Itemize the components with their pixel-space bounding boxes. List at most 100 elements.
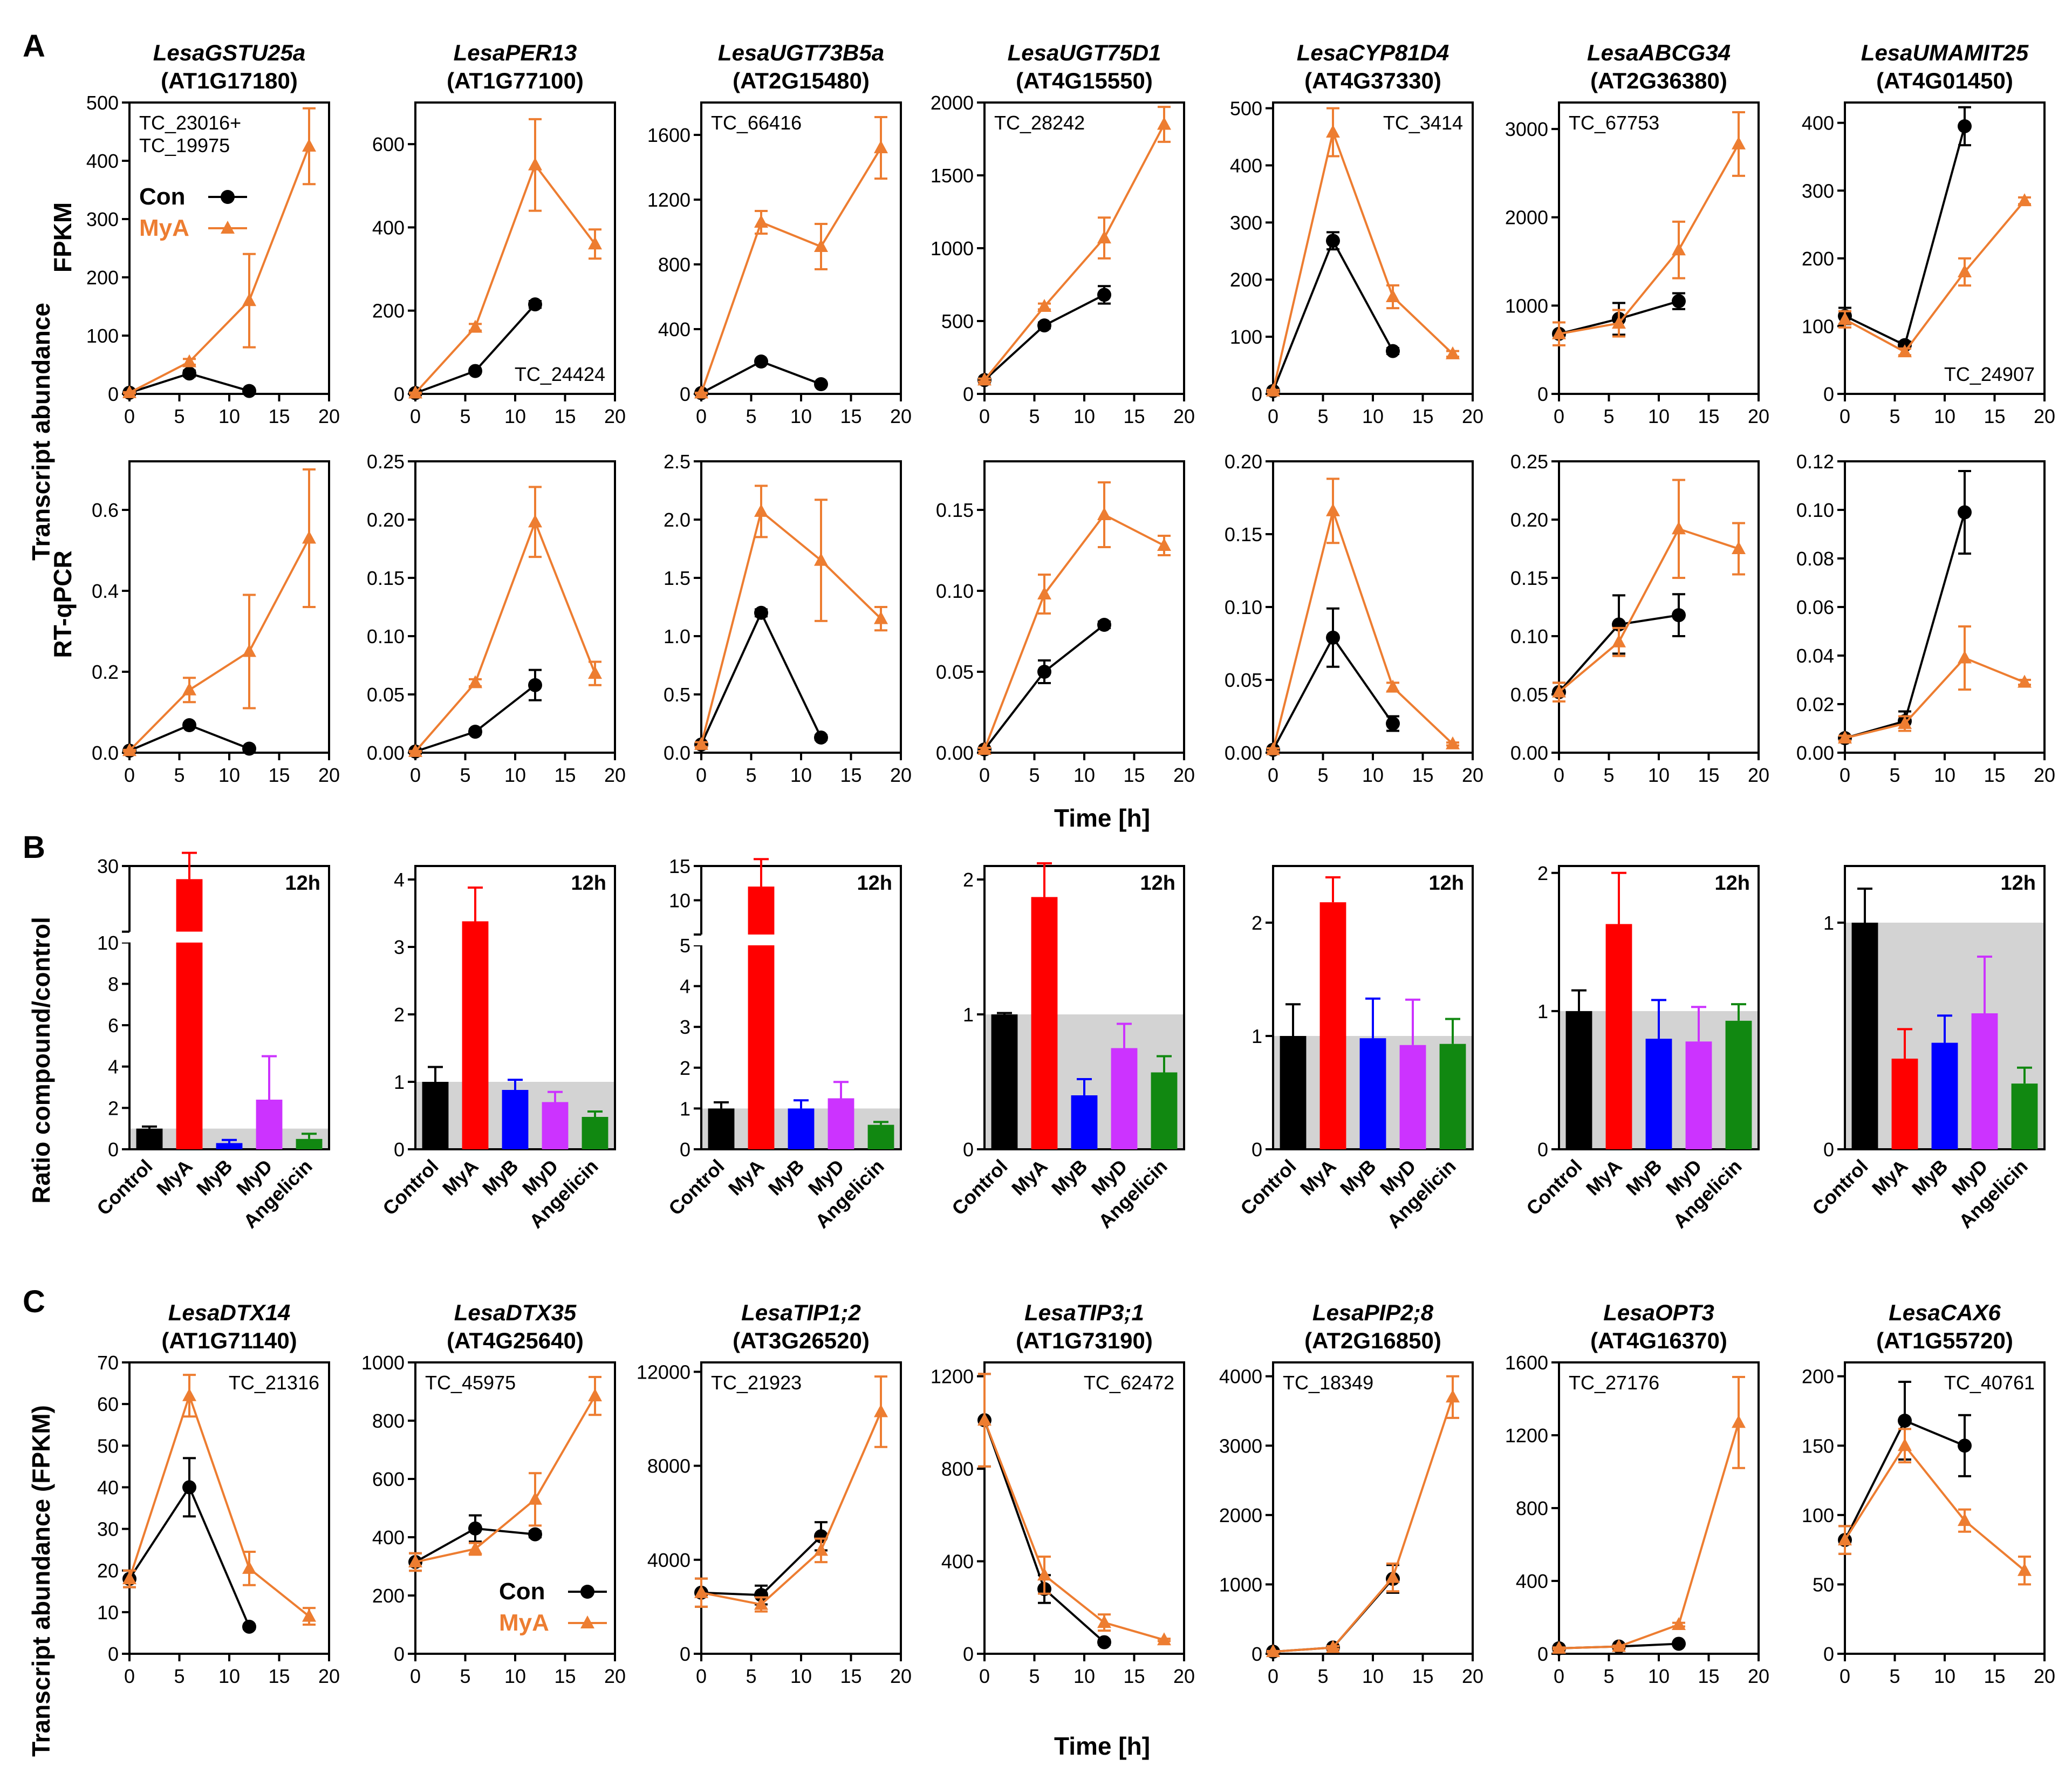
y-tick-label: 0 [394, 1643, 405, 1665]
mya-line [983, 513, 1165, 750]
y-tick-label: 3000 [1219, 1435, 1262, 1457]
contig-label: TC_66416 [711, 112, 802, 134]
mya-point [122, 1571, 136, 1585]
x-tick-label: 0 [1840, 1665, 1850, 1687]
x-tick-label: 5 [1029, 405, 1040, 427]
y-tick-label: 5 [680, 935, 690, 957]
bar-mya [1891, 1059, 1918, 1149]
mya-point [754, 1597, 768, 1610]
y-tick-label: 0.10 [367, 625, 405, 647]
con-point [814, 377, 828, 391]
mya-point [408, 385, 422, 399]
bar-angelicin [1439, 1044, 1466, 1149]
mya-point [1037, 587, 1051, 599]
x-tick-label: 10 [1648, 1665, 1670, 1687]
chart-a10: 0.0 0.5 1.0 1.5 2.0 2.5 0 5 10 15 20 [664, 451, 912, 786]
bar-myb [1071, 1095, 1098, 1149]
mya-line [1558, 143, 1740, 335]
con-point [1097, 618, 1111, 632]
x-tick-label: 10 [1073, 764, 1095, 786]
mya-point [302, 1608, 316, 1622]
mya-line [414, 519, 596, 753]
bar-control [708, 1108, 735, 1149]
y-tick-label: 2000 [1505, 207, 1548, 229]
chart-a14: 0.00 0.02 0.04 0.06 0.08 0.10 0.12 0 5 10 15 20 [1796, 451, 2055, 786]
contig-label: TC_28242 [994, 112, 1085, 134]
x-tick-label: 15 [1412, 1665, 1433, 1687]
x-tick-label: 0 [696, 405, 707, 427]
locus-id: (AT2G36380) [1590, 68, 1727, 93]
x-tick-label: 20 [318, 764, 340, 786]
legend-mya-marker [221, 221, 235, 234]
y-tick-label: 0.00 [1510, 742, 1548, 764]
con-point [1672, 608, 1686, 623]
y-tick-label: 800 [941, 1458, 974, 1480]
mya-point [814, 239, 828, 252]
y-tick-label: 0 [108, 383, 119, 405]
mya-point [122, 743, 136, 756]
mya-point [242, 644, 256, 657]
y-tick-label: 0.25 [367, 451, 405, 473]
y-tick-label: 4 [108, 1056, 119, 1078]
bar-myb [502, 1090, 529, 1149]
mya-point [1552, 326, 1566, 339]
con-point [468, 725, 482, 739]
y-tick-label: 8 [108, 973, 119, 995]
y-tick-label: 0.05 [1225, 669, 1262, 691]
row4-xlabel: Time [h] [1054, 1732, 1150, 1760]
x-tick-label: 0 [410, 405, 421, 427]
bar-myd [542, 1102, 569, 1149]
mya-point [1326, 125, 1340, 138]
gene-name: LesaDTX14 [168, 1300, 290, 1325]
x-tick-label: 15 [268, 1665, 290, 1687]
x-tick-label: 0 [1840, 405, 1850, 427]
panel-letter-b: B [23, 830, 45, 865]
mya-point [1838, 311, 1852, 325]
y-tick-label: 0.08 [1796, 548, 1834, 570]
x-tick-label: 10 [1934, 405, 1955, 427]
gene-name: LesaPER13 [454, 40, 577, 65]
y-tick-label: 0 [394, 1138, 405, 1161]
mya-point [874, 1404, 888, 1417]
locus-id: (AT4G01450) [1876, 68, 2013, 93]
bar-mya [176, 879, 203, 1149]
y-tick-label: 100 [1802, 315, 1834, 337]
x-tick-label: 0 [696, 1665, 707, 1687]
mya-point [694, 385, 708, 399]
x-tick-label: 5 [174, 405, 184, 427]
y-tick-label: 2 [1537, 862, 1548, 884]
y-tick-label: 4000 [1219, 1366, 1262, 1388]
mya-point [1097, 1615, 1111, 1628]
mya-point [1672, 521, 1686, 535]
mya-line [701, 1411, 882, 1606]
y-tick-label: 3 [394, 936, 405, 958]
mya-line [128, 1392, 310, 1618]
y-tick-label: 500 [941, 310, 974, 332]
mya-point [1898, 344, 1912, 358]
mya-point [1157, 1632, 1171, 1646]
mya-line [1558, 527, 1739, 693]
y-tick-label: 200 [1802, 248, 1834, 270]
mya-point [1898, 1438, 1912, 1451]
gene-name: LesaCYP81D4 [1297, 40, 1449, 65]
chart-a6: 0 1000 2000 3000 0 5 10 15 20 LesaABCG34 (AT2G3638… [1505, 40, 1769, 427]
y-tick-label: 10 [97, 932, 119, 954]
x-tick-label: 10 [1362, 1665, 1384, 1687]
y-tick-label: 0 [394, 383, 405, 405]
locus-id: (AT3G26520) [733, 1328, 870, 1353]
x-tick-label: 0 [1268, 1665, 1278, 1687]
y-tick-label: 0.15 [936, 499, 974, 521]
x-tick-label: 15 [1123, 1665, 1145, 1687]
mya-point [1612, 316, 1626, 329]
y-tick-label: 0.05 [1510, 684, 1548, 706]
mya-line [1273, 1396, 1454, 1653]
mya-point [977, 372, 991, 386]
locus-id: (AT4G25640) [447, 1328, 584, 1353]
x-tick-label: 15 [268, 764, 290, 786]
y-tick-label: 0.15 [1225, 523, 1262, 546]
x-tick-label: 5 [746, 764, 756, 786]
x-tick-label: 20 [890, 405, 912, 427]
x-tick-label: 10 [1073, 405, 1095, 427]
